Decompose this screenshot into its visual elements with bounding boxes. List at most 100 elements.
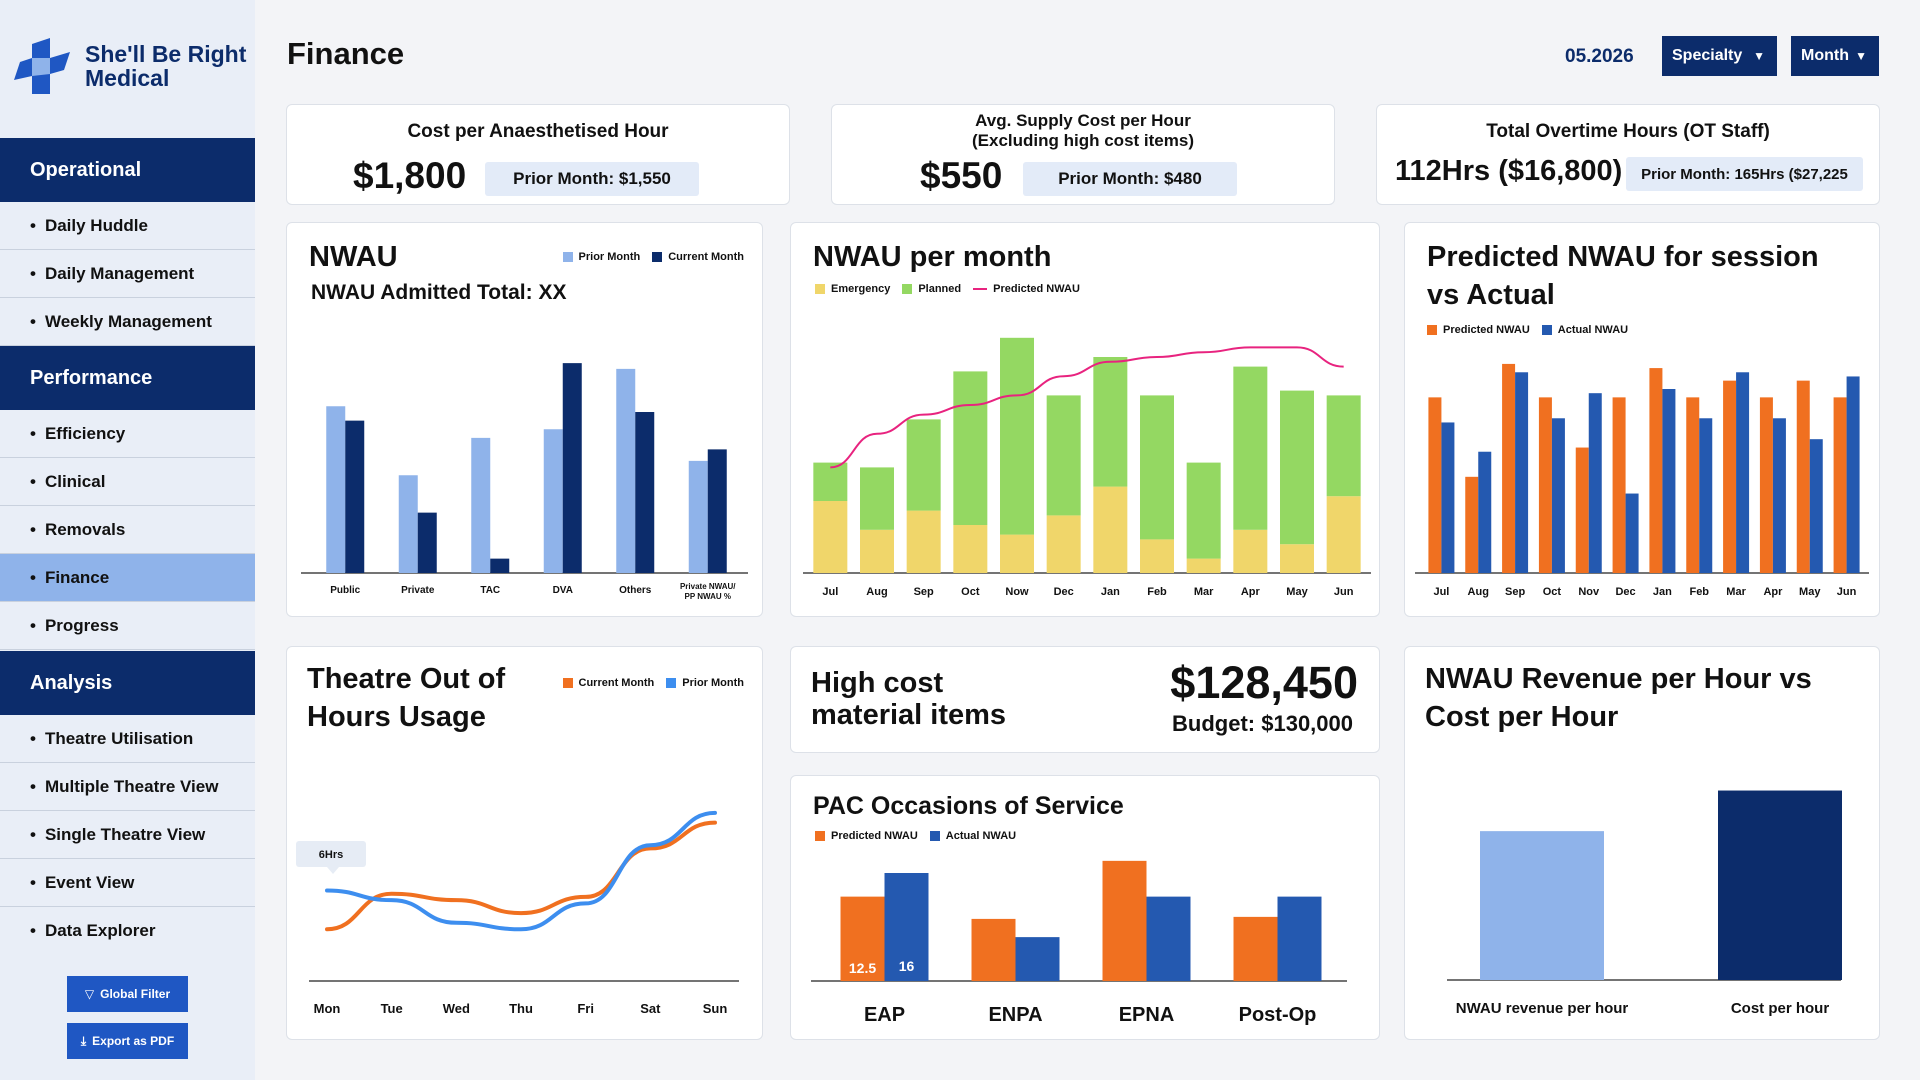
x-tick-label: Private NWAU/ bbox=[680, 582, 736, 591]
revenue-vs-cost-card: NWAU Revenue per Hour vs Cost per Hour N… bbox=[1404, 646, 1880, 1040]
x-tick-label: PP NWAU % bbox=[684, 592, 731, 601]
specialty-dropdown-label: Specialty bbox=[1672, 47, 1743, 64]
bar-segment bbox=[1093, 486, 1128, 573]
legend-item: Emergency bbox=[815, 283, 890, 295]
nav-section-analysis[interactable]: Analysis bbox=[0, 651, 255, 715]
bar bbox=[471, 437, 491, 573]
bar-segment bbox=[1186, 462, 1221, 559]
pac-bar-chart: EAP ENPA EPNA Post-Op 12.5 16 bbox=[811, 860, 1347, 1026]
sidebar-item-daily-management[interactable]: Daily Management bbox=[0, 250, 255, 298]
nav-section-performance[interactable]: Performance bbox=[0, 346, 255, 410]
sidebar-item-removals[interactable]: Removals bbox=[0, 506, 255, 554]
sidebar-item-progress[interactable]: Progress bbox=[0, 602, 255, 650]
x-tick-label: Dec bbox=[1054, 586, 1074, 598]
legend-label: Prior Month bbox=[682, 677, 744, 689]
legend-label: Actual NWAU bbox=[945, 830, 1017, 842]
sidebar-item-multiple-theatre-view[interactable]: Multiple Theatre View bbox=[0, 763, 255, 811]
bar bbox=[1612, 397, 1626, 573]
bar bbox=[1699, 418, 1713, 573]
nav-section-operational[interactable]: Operational bbox=[0, 138, 255, 202]
bar-segment bbox=[1186, 558, 1221, 573]
x-tick-label: TAC bbox=[480, 585, 500, 596]
x-tick-label: Others bbox=[619, 585, 652, 596]
x-tick-label: Dec bbox=[1615, 586, 1635, 598]
x-tick-label: Mar bbox=[1726, 586, 1746, 598]
export-pdf-button[interactable]: ⤓ Export as PDF bbox=[67, 1023, 188, 1059]
bar bbox=[1759, 397, 1773, 573]
sidebar-item-clinical[interactable]: Clinical bbox=[0, 458, 255, 506]
x-tick-label: Feb bbox=[1689, 586, 1709, 598]
sidebar-item-event-view[interactable]: Event View bbox=[0, 859, 255, 907]
x-tick-label: Nov bbox=[1578, 586, 1600, 598]
x-tick-label: Apr bbox=[1763, 586, 1783, 598]
nwau-month-stacked-chart: Jul Aug Sep Oct Now Dec Jan Feb Mar Apr May Jun bbox=[803, 337, 1371, 598]
bar-segment bbox=[1093, 357, 1128, 487]
bar-segment bbox=[1046, 395, 1081, 516]
x-tick-label: EPNA bbox=[1119, 1004, 1175, 1026]
bar bbox=[635, 412, 655, 573]
x-tick-label: Oct bbox=[961, 586, 980, 598]
kpi-title-line1: Avg. Supply Cost per Hour bbox=[975, 111, 1191, 130]
sidebar-item-daily-huddle[interactable]: Daily Huddle bbox=[0, 202, 255, 250]
kpi-value: $550 bbox=[920, 155, 1003, 196]
bar bbox=[840, 896, 885, 981]
bar bbox=[1625, 493, 1639, 573]
chart-legend: Current Month Prior Month bbox=[562, 677, 744, 689]
x-tick-label: May bbox=[1286, 586, 1308, 598]
bar-segment bbox=[1000, 534, 1034, 573]
bar bbox=[1102, 860, 1147, 981]
x-tick-label: Aug bbox=[866, 586, 887, 598]
legend-label: Current Month bbox=[668, 251, 744, 263]
x-tick-label: Private bbox=[401, 585, 435, 596]
bar bbox=[1686, 397, 1700, 573]
x-tick-label: Jun bbox=[1837, 586, 1857, 598]
bar bbox=[1551, 418, 1565, 573]
sidebar-item-single-theatre-view[interactable]: Single Theatre View bbox=[0, 811, 255, 859]
bar bbox=[1465, 476, 1479, 573]
kpi-prior-month: Prior Month: 165Hrs ($27,225 bbox=[1626, 157, 1863, 191]
kpi-title: Cost per Anaesthetised Hour bbox=[407, 121, 669, 142]
x-tick-label: Cost per hour bbox=[1731, 1000, 1829, 1017]
legend-label: Actual NWAU bbox=[1557, 324, 1629, 336]
bar-segment bbox=[1046, 515, 1081, 573]
month-dropdown[interactable]: Month ▼ bbox=[1791, 36, 1879, 76]
specialty-dropdown[interactable]: Specialty ▼ bbox=[1662, 36, 1777, 76]
bar bbox=[1718, 790, 1842, 980]
kpi-overtime: Total Overtime Hours (OT Staff) 112Hrs (… bbox=[1376, 104, 1880, 205]
global-filter-label: Global Filter bbox=[100, 987, 171, 1001]
x-tick-label: May bbox=[1799, 586, 1821, 598]
sidebar-item-finance[interactable]: Finance bbox=[0, 554, 255, 602]
nwau-admitted-total: NWAU Admitted Total: XX bbox=[311, 281, 567, 304]
sidebar-item-theatre-utilisation[interactable]: Theatre Utilisation bbox=[0, 715, 255, 763]
high-cost-value: $128,450 bbox=[1170, 657, 1358, 708]
chart-legend: Prior Month Current Month bbox=[562, 251, 744, 263]
legend-label: Planned bbox=[918, 283, 962, 295]
bar bbox=[1809, 439, 1823, 573]
period-label: 05.2026 bbox=[1565, 46, 1634, 67]
x-tick-label: Jul bbox=[1433, 586, 1449, 598]
sidebar-item-data-explorer[interactable]: Data Explorer bbox=[0, 907, 255, 955]
bar-segment bbox=[953, 525, 988, 573]
kpi-cost-per-hour: Cost per Anaesthetised Hour $1,800 Prior… bbox=[286, 104, 790, 205]
caret-down-icon: ▼ bbox=[1855, 49, 1867, 63]
card-title-line1: Theatre Out of bbox=[307, 663, 506, 695]
sidebar: She'll Be Right Medical Operational Dail… bbox=[0, 0, 255, 1080]
sidebar-item-efficiency[interactable]: Efficiency bbox=[0, 410, 255, 458]
bar bbox=[417, 512, 437, 573]
legend-item: Predicted NWAU bbox=[1427, 324, 1530, 336]
bar bbox=[398, 475, 418, 573]
brand-logo[interactable]: She'll Be Right Medical bbox=[14, 38, 246, 94]
nwau-card: NWAU NWAU Admitted Total: XX Prior Month… bbox=[286, 222, 763, 617]
revenue-vs-cost-chart: NWAU revenue per hour Cost per hour bbox=[1447, 790, 1842, 1017]
global-filter-button[interactable]: ▽ Global Filter bbox=[67, 976, 188, 1012]
kpi-prior-month: Prior Month: $480 bbox=[1023, 162, 1237, 196]
bar bbox=[1575, 447, 1589, 573]
page-title: Finance bbox=[287, 36, 405, 71]
card-title: PAC Occasions of Service bbox=[813, 792, 1124, 820]
kpi-supply-cost: Avg. Supply Cost per Hour (Excluding hig… bbox=[831, 104, 1335, 205]
bar-segment bbox=[1233, 529, 1268, 573]
legend-item: Prior Month bbox=[562, 251, 640, 263]
x-tick-label: Jun bbox=[1334, 586, 1354, 598]
sidebar-item-weekly-management[interactable]: Weekly Management bbox=[0, 298, 255, 346]
bar bbox=[1441, 422, 1455, 573]
